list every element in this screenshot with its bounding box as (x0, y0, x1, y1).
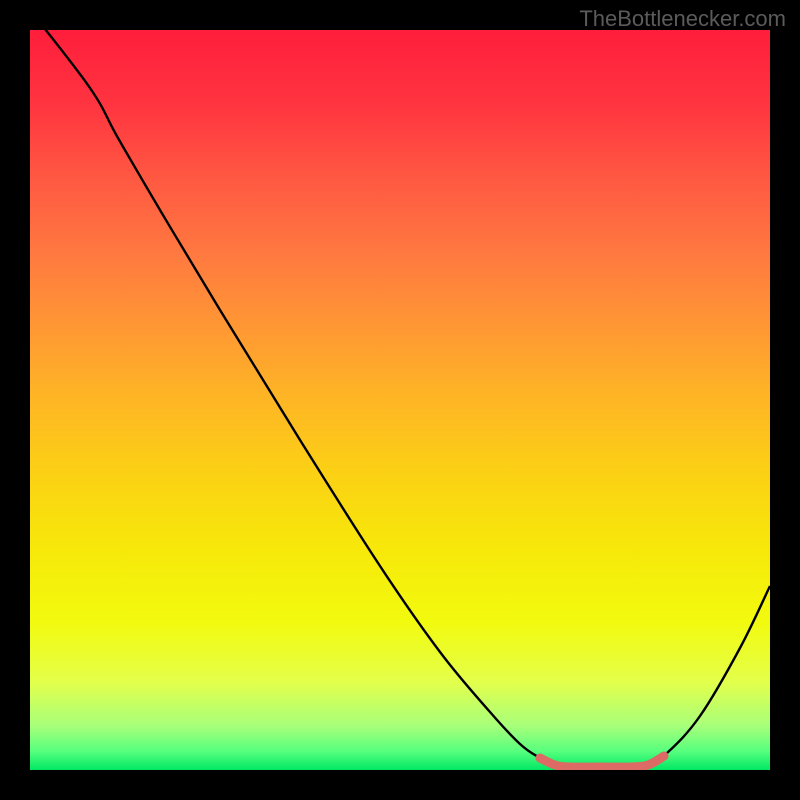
chart-plot-area (30, 30, 770, 770)
chart-container: TheBottlenecker.com (0, 0, 800, 800)
watermark-text: TheBottlenecker.com (579, 6, 786, 32)
chart-svg (30, 30, 770, 770)
gradient-background (30, 30, 770, 770)
